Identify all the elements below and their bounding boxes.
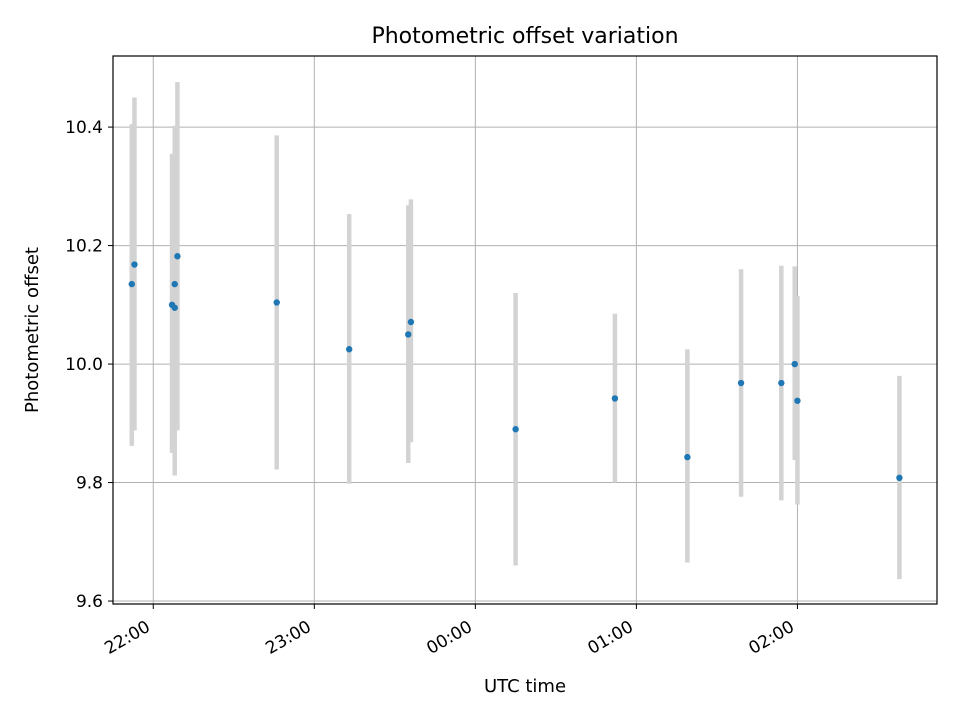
y-tick-label: 10.4 <box>65 118 103 138</box>
x-tick-label: 22:00 <box>101 617 153 659</box>
plot-frame <box>112 55 938 605</box>
chart-title: Photometric offset variation <box>371 24 678 49</box>
grid-lines <box>113 56 937 604</box>
data-point <box>611 395 619 402</box>
data-point <box>778 379 785 387</box>
data-point <box>684 453 691 461</box>
x-tick-label: 01:00 <box>584 617 636 659</box>
y-axis-label: Photometric offset <box>22 247 43 413</box>
data-point <box>171 304 178 311</box>
y-axis-ticks: 9.6 9.8 10.0 10.2 10.4 <box>65 118 113 612</box>
x-tick-label: 00:00 <box>423 617 475 659</box>
data-point <box>171 280 178 288</box>
x-tick-label: 02:00 <box>745 617 797 659</box>
x-axis-label: UTC time <box>484 676 566 697</box>
data-point <box>794 397 801 404</box>
data-point <box>345 346 353 353</box>
data-point <box>128 280 135 288</box>
data-point <box>405 331 412 338</box>
x-axis-ticks: 22:00 23:00 00:00 01:00 02:00 <box>101 604 798 659</box>
y-tick-label: 9.8 <box>76 474 103 494</box>
y-tick-label: 9.6 <box>76 592 103 612</box>
data-point <box>737 379 745 387</box>
y-tick-label: 10.0 <box>65 355 103 375</box>
error-bars <box>129 82 902 580</box>
data-point <box>791 360 798 368</box>
data-point <box>896 474 903 482</box>
x-tick-label: 23:00 <box>262 617 314 659</box>
data-point <box>131 261 138 268</box>
data-point <box>174 253 181 260</box>
data-point <box>512 426 519 433</box>
data-point <box>273 299 280 306</box>
data-point <box>407 318 415 326</box>
y-tick-label: 10.2 <box>65 237 103 257</box>
data-points <box>128 253 903 482</box>
